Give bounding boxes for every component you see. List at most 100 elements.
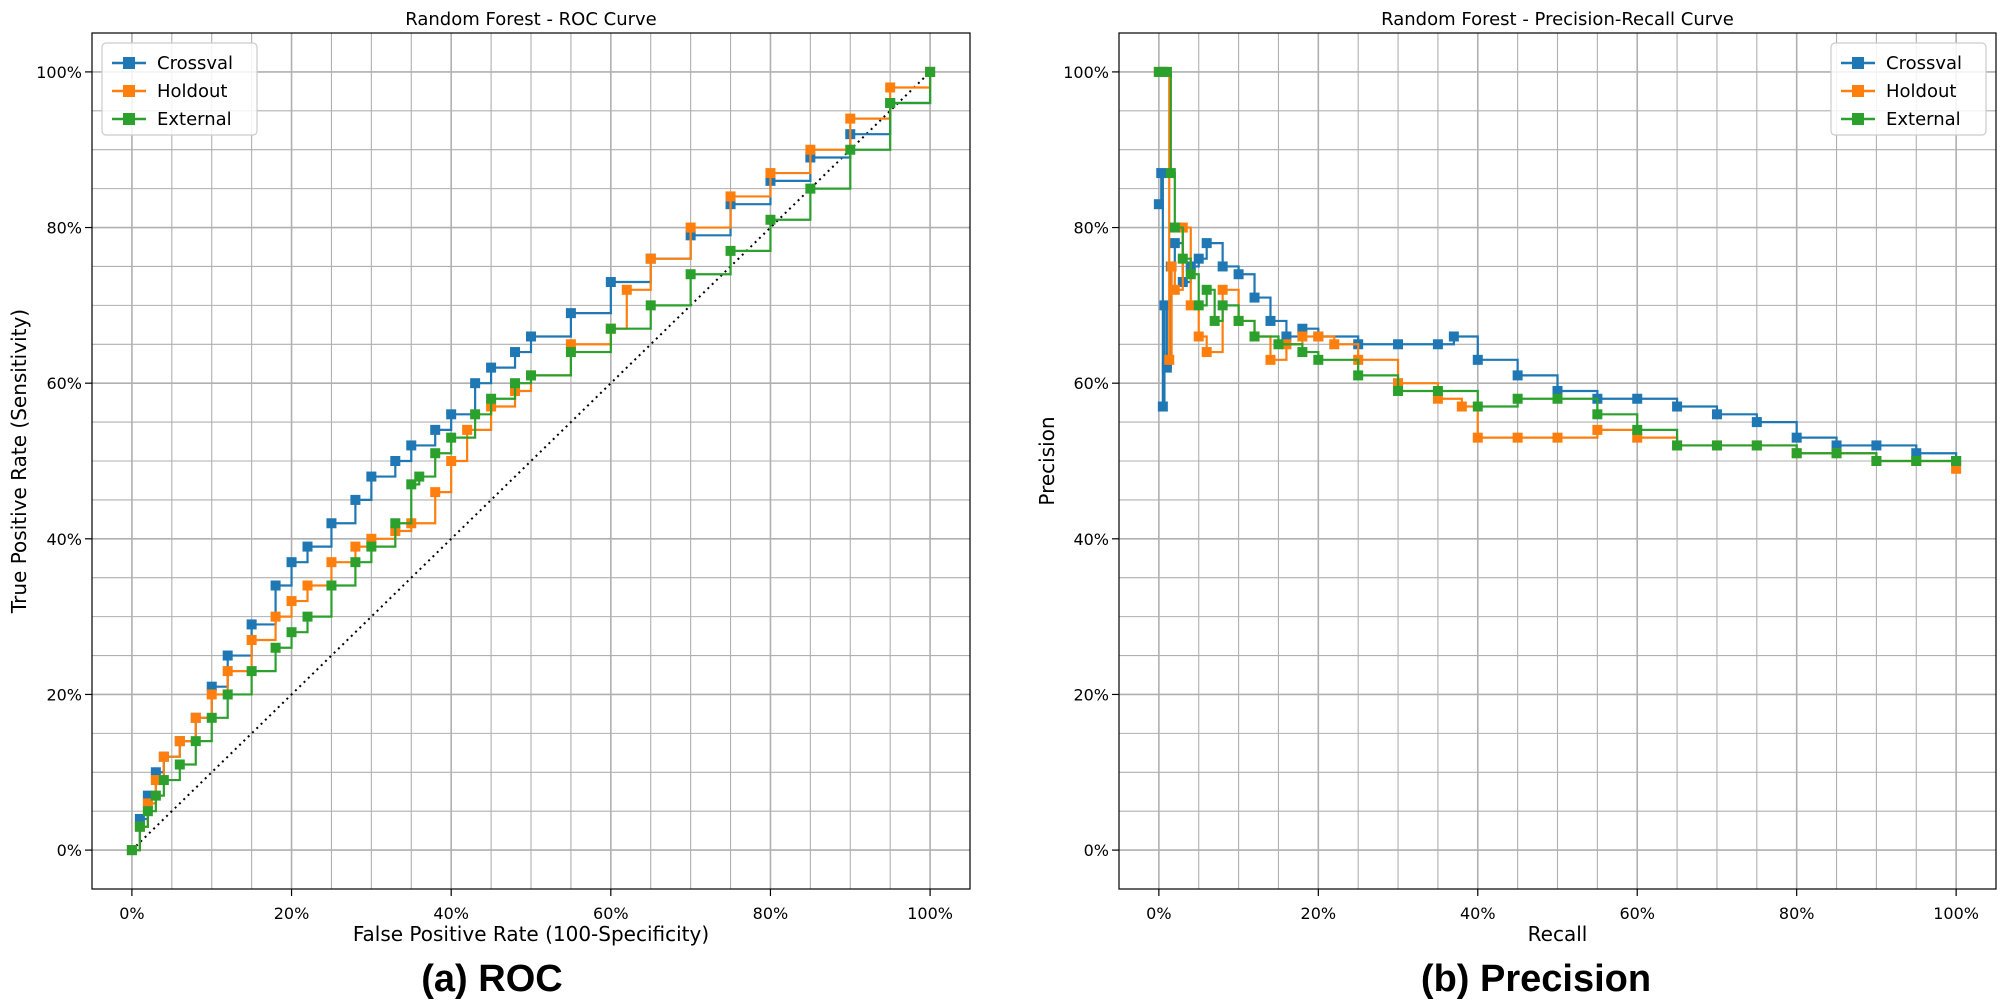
roc-point-external [246, 666, 257, 677]
roc-point-external [350, 557, 361, 568]
pr-point-holdout [1169, 284, 1180, 295]
roc-legend-box [101, 42, 258, 136]
roc-legend-label-holdout: Holdout [157, 81, 227, 102]
roc-y-tick-label: 100% [36, 63, 82, 82]
roc-point-external [446, 432, 457, 443]
pr-point-crossval [1156, 168, 1167, 179]
pr-point-crossval [1281, 331, 1292, 342]
roc-point-crossval [286, 557, 297, 568]
pr-point-external [1672, 440, 1683, 451]
pr-point-crossval [1159, 300, 1170, 311]
pr-point-external [1393, 385, 1404, 396]
pr-point-holdout [1193, 331, 1204, 342]
pr-y-tick-label: 60% [1073, 374, 1109, 393]
roc-point-external [645, 300, 656, 311]
roc-point-holdout [685, 222, 696, 233]
pr-point-crossval [1871, 440, 1882, 451]
pr-legend-marker-crossval [1852, 57, 1864, 69]
pr-point-external [1472, 401, 1483, 412]
pr-point-crossval [1233, 269, 1244, 280]
roc-xlabel: False Positive Rate (100-Specificity) [353, 922, 709, 946]
roc-point-external [126, 845, 137, 856]
pr-point-holdout [1512, 432, 1523, 443]
pr-point-external [1911, 456, 1922, 466]
roc-point-crossval [366, 471, 377, 482]
pr-point-crossval [1265, 315, 1276, 326]
pr-point-crossval [1831, 440, 1842, 451]
roc-point-holdout [565, 339, 576, 350]
pr-point-crossval [1297, 323, 1308, 334]
roc-point-external [326, 580, 337, 591]
roc-point-external [174, 759, 185, 770]
pr-xlabel: Recall [1528, 922, 1588, 946]
roc-point-external [222, 689, 233, 700]
pr-legend-marker-holdout [1852, 85, 1864, 97]
pr-x-tick-label: 100% [1933, 904, 1979, 923]
pr-x-tick-label: 60% [1619, 904, 1655, 923]
pr-point-external [1313, 354, 1324, 365]
pr-point-crossval [1393, 339, 1404, 350]
roc-plot: 0% 20% 40% 60% 80% 100% 0% 20% 40% 60% 80% 100% Rand… [7, 9, 971, 946]
pr-point-holdout [1201, 347, 1212, 358]
roc-point-external [414, 471, 425, 482]
pr-point-holdout [1265, 354, 1276, 365]
roc-point-external [286, 627, 297, 638]
pr-point-holdout [1456, 401, 1467, 412]
roc-point-holdout [765, 168, 776, 179]
roc-point-holdout [222, 666, 233, 677]
roc-point-external [270, 642, 281, 653]
pr-point-crossval [1432, 339, 1443, 350]
roc-point-crossval [142, 790, 153, 801]
roc-point-crossval [134, 813, 145, 824]
roc-point-external [430, 448, 441, 459]
roc-axes-frame [91, 32, 971, 890]
pr-point-external [1165, 168, 1176, 179]
pr-point-external [1711, 440, 1722, 451]
pr-x-tick-label: 80% [1779, 904, 1815, 923]
pr-point-crossval [1169, 238, 1180, 249]
pr-point-external [1201, 284, 1212, 295]
pr-x-tick-label: 20% [1301, 904, 1337, 923]
roc-point-holdout [158, 751, 169, 762]
roc-point-holdout [366, 533, 377, 544]
pr-point-external [1871, 456, 1882, 466]
pr-point-external [1273, 339, 1284, 350]
roc-point-crossval [270, 580, 281, 591]
roc-x-tick-label: 60% [593, 904, 629, 923]
pr-point-external [1177, 253, 1188, 264]
pr-series-external [1153, 66, 1962, 466]
roc-point-holdout [430, 487, 441, 498]
roc-point-external [150, 790, 161, 801]
pr-point-crossval [1552, 385, 1563, 396]
roc-point-holdout [725, 191, 736, 202]
pr-point-external [1791, 448, 1802, 459]
pr-point-crossval [1448, 331, 1459, 342]
pr-point-external [1217, 300, 1228, 311]
pr-legend-label-external: External [1886, 109, 1961, 130]
roc-ylabel: True Positive Rate (Sensitivity) [7, 309, 31, 614]
roc-point-holdout [805, 144, 816, 155]
pr-title: Random Forest - Precision-Recall Curve [1381, 9, 1734, 30]
pr-point-crossval [1751, 417, 1762, 428]
pr-y-tick-label: 100% [1063, 63, 1109, 82]
roc-x-tick-label: 20% [274, 904, 310, 923]
roc-point-crossval [565, 308, 576, 319]
pr-point-holdout [1552, 432, 1563, 443]
roc-title: Random Forest - ROC Curve [405, 9, 657, 30]
pr-y-tick-label: 80% [1073, 219, 1109, 238]
roc-point-external [565, 347, 576, 358]
roc-point-external [725, 245, 736, 256]
roc-point-holdout [206, 689, 217, 700]
roc-legend-marker-holdout [123, 85, 135, 97]
pr-point-holdout [1313, 331, 1324, 342]
roc-legend-label-external: External [157, 109, 232, 130]
roc-point-holdout [462, 424, 473, 435]
pr-point-external [1831, 448, 1842, 459]
pr-point-external [1297, 347, 1308, 358]
pr-x-tick-label: 0% [1146, 904, 1171, 923]
pr-point-holdout [1166, 261, 1177, 272]
pr-point-crossval [1472, 354, 1483, 365]
pr-point-crossval [1157, 401, 1168, 412]
roc-point-holdout [350, 541, 361, 552]
roc-y-tick-label: 20% [46, 685, 82, 704]
